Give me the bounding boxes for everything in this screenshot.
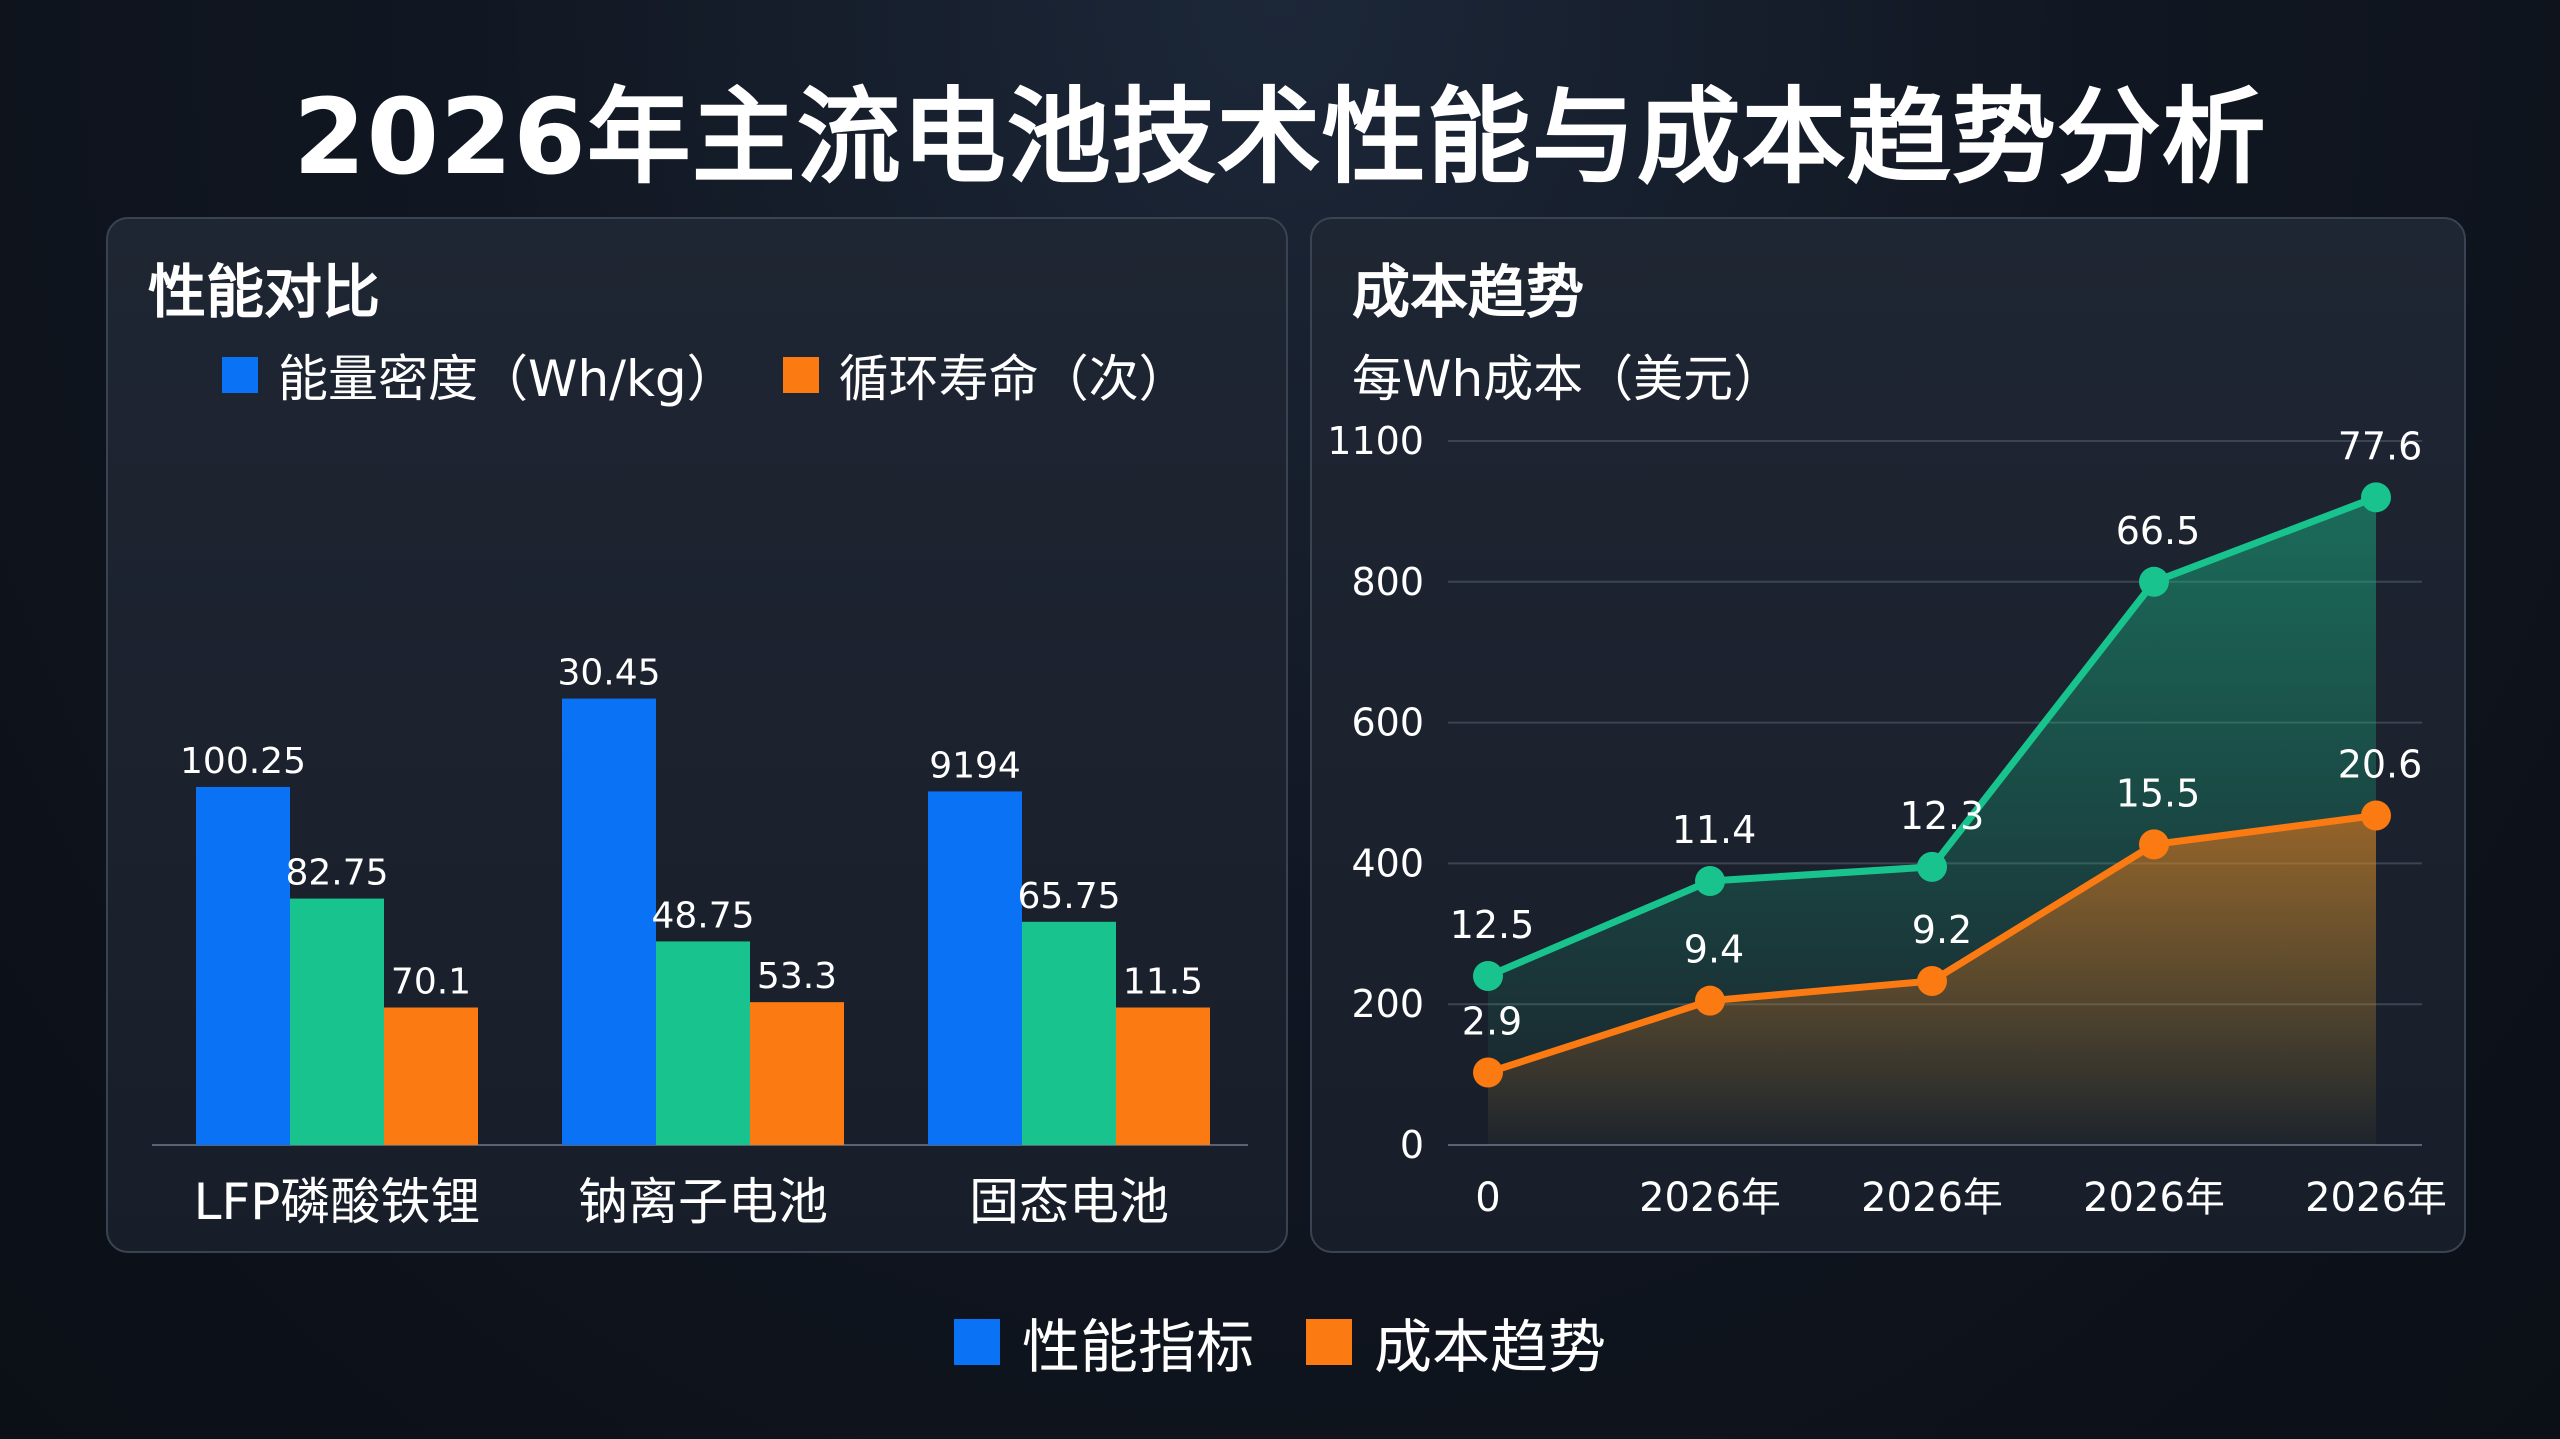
x-tick-label: 固态电池 <box>969 1173 1169 1231</box>
data-label: 2.9 <box>1462 999 1522 1043</box>
x-tick-label: 2026年 <box>1861 1175 2003 1221</box>
data-point[interactable] <box>2361 800 2391 831</box>
bar[interactable] <box>196 786 290 1145</box>
y-tick-label: 0 <box>1400 1123 1424 1167</box>
y-tick-label: 800 <box>1351 560 1424 604</box>
bar-value-label: 9194 <box>929 745 1021 786</box>
cost-panel: 成本趋势 每Wh成本（美元） 0 200 400 600 800 1100 12.5 11.4… <box>1310 217 2466 1253</box>
legend-item-cycle-life[interactable]: 循环寿命（次） <box>782 339 1189 411</box>
bar-value-label: 65.75 <box>1017 876 1120 917</box>
data-point[interactable] <box>1695 985 1725 1016</box>
bottom-legend: 性能指标 成本趋势 <box>0 1300 2560 1384</box>
performance-panel-title: 性能对比 <box>148 258 381 326</box>
performance-legend: 能量密度（Wh/kg） 循环寿命（次） <box>222 339 1235 411</box>
bar[interactable] <box>928 791 1022 1145</box>
data-label: 15.5 <box>2116 771 2201 815</box>
page-title: 2026年主流电池技术性能与成本趋势分析 <box>293 76 2267 198</box>
bar[interactable] <box>1022 921 1116 1145</box>
x-tick-label: LFP磷酸铁锂 <box>194 1173 481 1231</box>
legend-swatch-blue <box>222 357 258 393</box>
cost-panel-title: 成本趋势 <box>1352 258 1585 326</box>
bar[interactable] <box>1116 1007 1210 1146</box>
bar-value-label: 100.25 <box>180 741 306 782</box>
performance-panel: 性能对比 能量密度（Wh/kg） 循环寿命（次） 100.25 82.75 70.1… <box>106 217 1288 1253</box>
data-point[interactable] <box>1473 961 1503 992</box>
data-point[interactable] <box>1473 1057 1503 1088</box>
legend-label: 能量密度（Wh/kg） <box>278 350 737 408</box>
legend-swatch-orange <box>1306 1319 1352 1365</box>
bar[interactable] <box>562 698 656 1145</box>
x-tick-label: 2026年 <box>2083 1175 2225 1221</box>
bar[interactable] <box>656 941 750 1145</box>
bar-value-label: 82.75 <box>285 853 388 894</box>
y-tick-label: 200 <box>1351 982 1424 1026</box>
cost-unit-label: 每Wh成本（美元） <box>1352 350 1784 408</box>
data-label: 66.5 <box>2116 509 2201 553</box>
data-label: 20.6 <box>2338 743 2423 787</box>
y-tick-label: 400 <box>1351 841 1424 885</box>
data-point[interactable] <box>1917 965 1947 996</box>
bar[interactable] <box>384 1007 478 1146</box>
x-tick-label: 钠离子电池 <box>578 1173 828 1231</box>
bottom-legend-performance[interactable]: 性能指标 <box>953 1300 1254 1384</box>
bar[interactable] <box>290 898 384 1145</box>
bar-value-label: 11.5 <box>1123 962 1203 1003</box>
legend-label: 性能指标 <box>1021 1313 1254 1381</box>
data-point[interactable] <box>2361 482 2391 513</box>
data-point[interactable] <box>2139 829 2169 860</box>
y-tick-label: 600 <box>1351 701 1424 745</box>
bar-value-label: 53.3 <box>757 956 837 997</box>
data-label: 12.5 <box>1450 903 1535 947</box>
legend-label: 成本趋势 <box>1374 1313 1607 1381</box>
data-label: 11.4 <box>1672 808 1757 852</box>
legend-item-energy-density[interactable]: 能量密度（Wh/kg） <box>222 339 737 411</box>
bottom-legend-cost[interactable]: 成本趋势 <box>1306 1300 1606 1384</box>
y-tick-label: 1100 <box>1327 419 1424 463</box>
data-point[interactable] <box>1917 851 1947 882</box>
data-point[interactable] <box>1695 866 1725 896</box>
x-tick-label: 2026年 <box>2305 1175 2447 1221</box>
bar-value-label: 48.75 <box>651 895 754 936</box>
series-area <box>1488 815 2376 1145</box>
legend-swatch-orange <box>782 357 819 393</box>
cost-trend-chart: 0 200 400 600 800 1100 12.5 11.4 12.3 66.5 77.6 2.9… <box>1327 419 2447 1221</box>
bar-value-label: 70.1 <box>391 962 471 1003</box>
x-tick-label: 2026年 <box>1639 1175 1781 1221</box>
bar[interactable] <box>750 1002 844 1145</box>
x-tick-label: 0 <box>1475 1175 1500 1221</box>
legend-swatch-blue <box>953 1319 1000 1365</box>
data-label: 9.2 <box>1912 908 1972 952</box>
legend-label: 循环寿命（次） <box>838 350 1189 408</box>
data-point[interactable] <box>2139 566 2169 597</box>
data-label: 77.6 <box>2338 424 2423 468</box>
data-label: 12.3 <box>1900 794 1985 838</box>
bar-value-label: 30.45 <box>557 653 660 694</box>
data-label: 9.4 <box>1684 928 1744 972</box>
